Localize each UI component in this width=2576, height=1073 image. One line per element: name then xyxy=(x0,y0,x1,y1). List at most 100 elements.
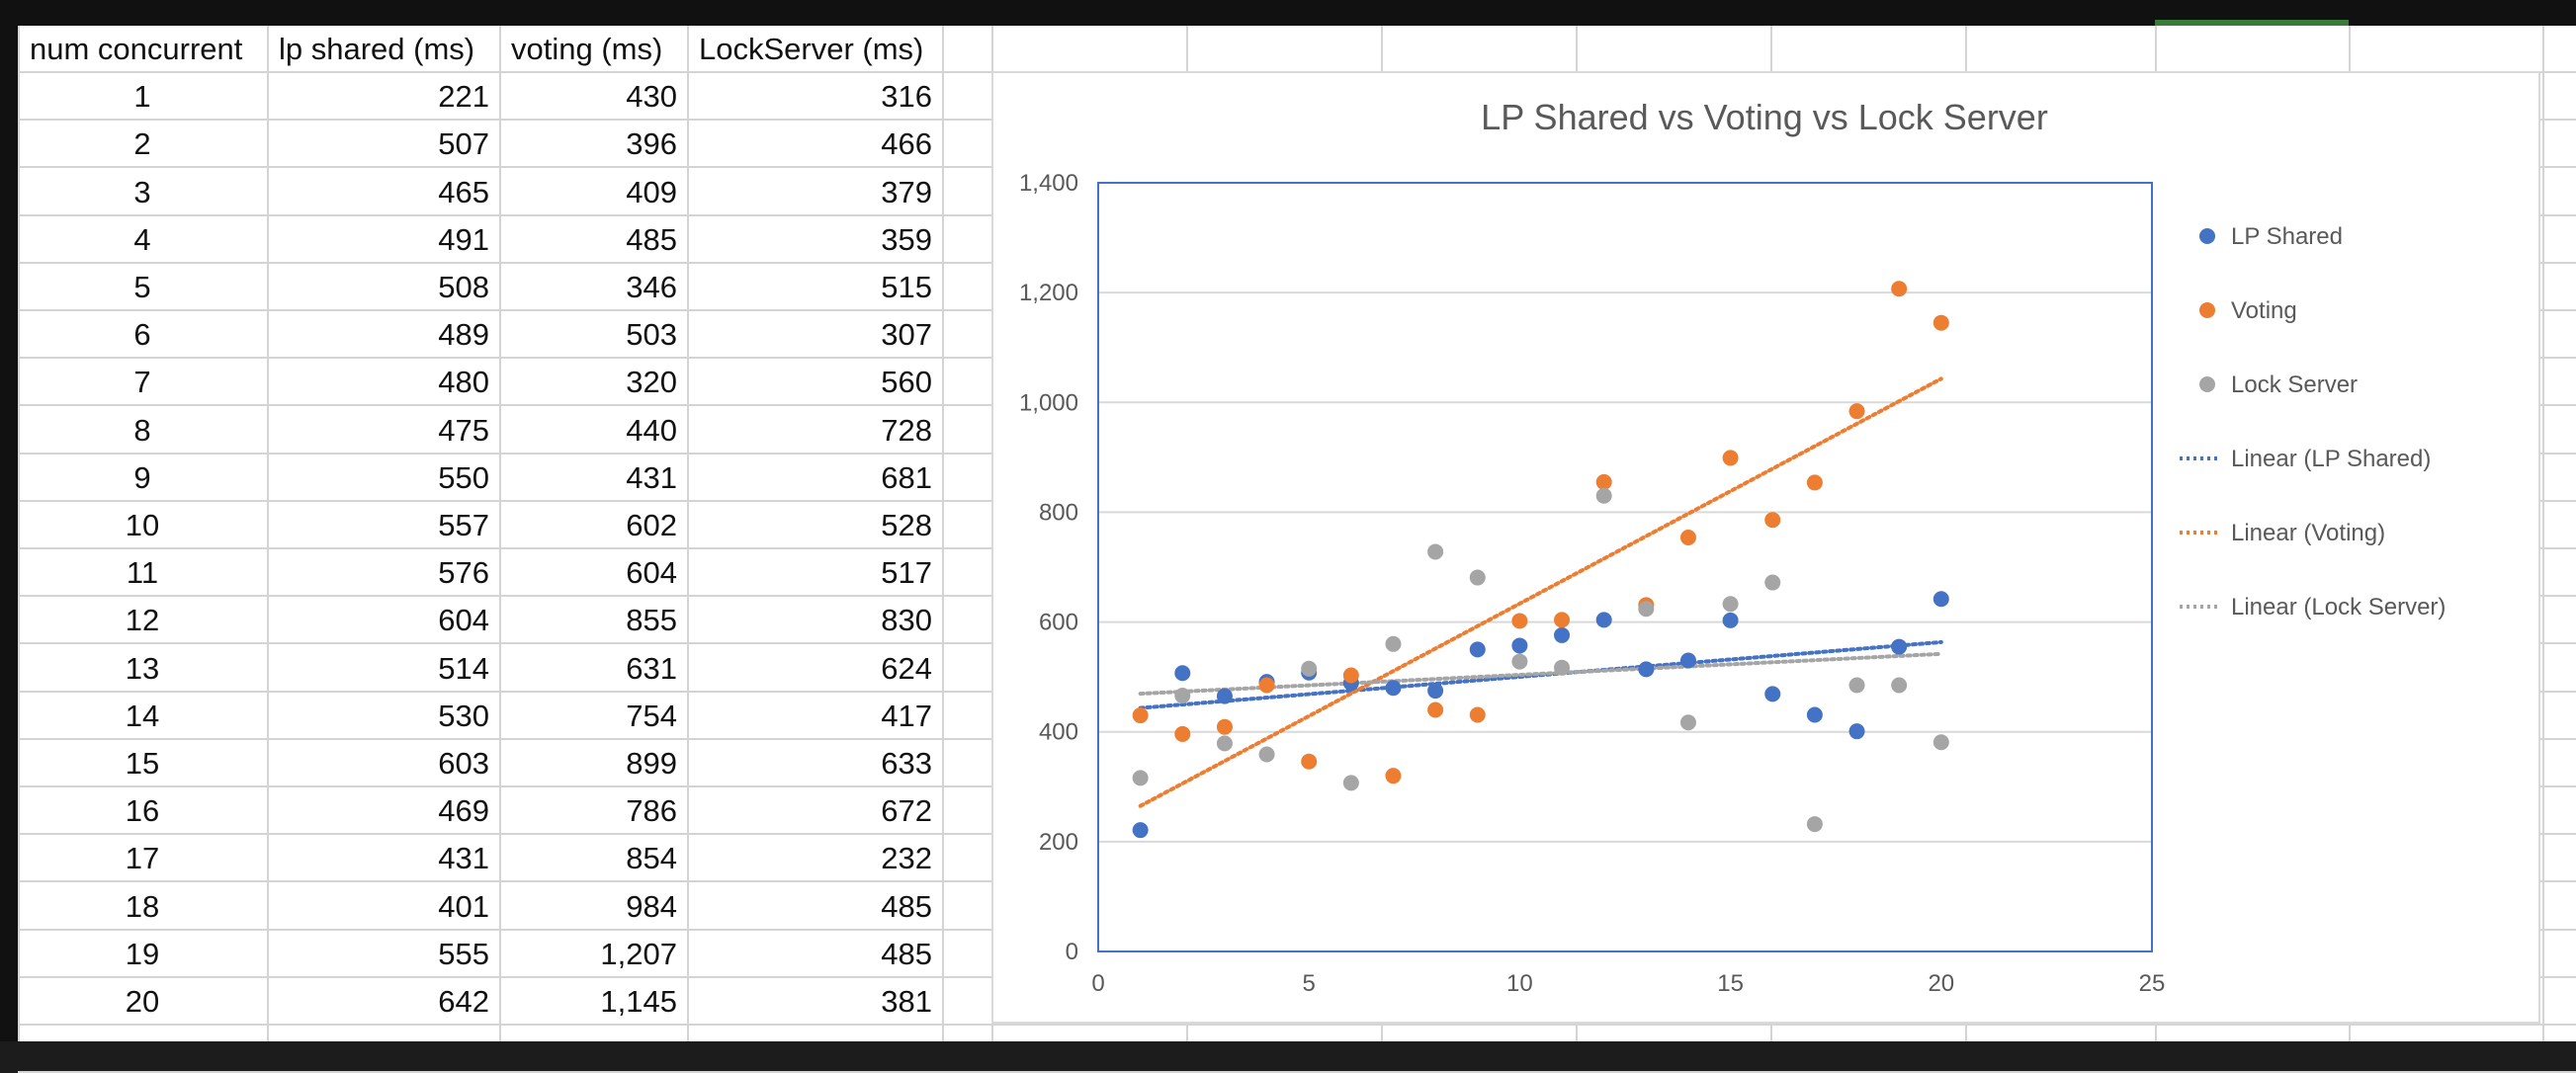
data-point-voting xyxy=(1301,753,1318,770)
table-cell[interactable]: 7 xyxy=(133,365,151,399)
table-cell[interactable]: 316 xyxy=(881,79,932,114)
header-cell[interactable]: num concurrent xyxy=(30,32,243,66)
table-cell[interactable]: 984 xyxy=(626,889,677,924)
table-cell[interactable]: 1,145 xyxy=(600,984,677,1019)
table-cell[interactable]: 19 xyxy=(125,937,160,971)
table-cell[interactable]: 489 xyxy=(438,317,489,352)
table-cell[interactable]: 1,207 xyxy=(600,937,677,971)
table-cell[interactable]: 603 xyxy=(438,746,489,781)
table-cell[interactable]: 221 xyxy=(438,79,489,114)
table-cell[interactable]: 12 xyxy=(125,603,160,637)
data-point-voting xyxy=(1427,702,1444,718)
table-cell[interactable]: 430 xyxy=(626,79,677,114)
table-cell[interactable]: 786 xyxy=(626,793,677,828)
data-point-lp-shared xyxy=(1511,637,1528,654)
table-cell[interactable]: 507 xyxy=(438,126,489,161)
table-cell[interactable]: 508 xyxy=(438,270,489,304)
table-cell[interactable]: 754 xyxy=(626,699,677,733)
table-cell[interactable]: 899 xyxy=(626,746,677,781)
table-cell[interactable]: 232 xyxy=(881,841,932,875)
data-point-lock-server xyxy=(1932,734,1949,751)
table-cell[interactable]: 480 xyxy=(438,365,489,399)
table-cell[interactable]: 9 xyxy=(133,460,151,495)
table-cell[interactable]: 307 xyxy=(881,317,932,352)
table-cell[interactable]: 491 xyxy=(438,222,489,257)
table-cell[interactable]: 728 xyxy=(881,413,932,448)
table-cell[interactable]: 642 xyxy=(438,984,489,1019)
table-cell[interactable]: 555 xyxy=(438,937,489,971)
column-divider xyxy=(267,26,269,1041)
table-cell[interactable]: 20 xyxy=(125,984,160,1019)
legend-label: Linear (LP Shared) xyxy=(2231,446,2431,472)
x-tick-label: 20 xyxy=(1928,970,1954,997)
column-header-bar[interactable] xyxy=(0,0,2576,26)
table-cell[interactable]: 10 xyxy=(125,508,160,542)
table-cell[interactable]: 16 xyxy=(125,793,160,828)
table-cell[interactable]: 431 xyxy=(626,460,677,495)
table-cell[interactable]: 381 xyxy=(881,984,932,1019)
table-cell[interactable]: 672 xyxy=(881,793,932,828)
table-cell[interactable]: 528 xyxy=(881,508,932,542)
table-cell[interactable]: 503 xyxy=(626,317,677,352)
y-tick-label: 800 xyxy=(1039,499,1078,526)
column-divider xyxy=(18,26,20,1041)
table-cell[interactable]: 15 xyxy=(125,746,160,781)
table-cell[interactable]: 475 xyxy=(438,413,489,448)
table-cell[interactable]: 320 xyxy=(626,365,677,399)
header-cell[interactable]: lp shared (ms) xyxy=(279,32,475,66)
table-cell[interactable]: 515 xyxy=(881,270,932,304)
row-header-bar[interactable] xyxy=(0,26,18,1041)
table-cell[interactable]: 18 xyxy=(125,889,160,924)
table-cell[interactable]: 6 xyxy=(133,317,151,352)
table-cell[interactable]: 3 xyxy=(133,175,151,209)
table-cell[interactable]: 485 xyxy=(626,222,677,257)
table-cell[interactable]: 2 xyxy=(133,126,151,161)
header-cell[interactable]: voting (ms) xyxy=(511,32,663,66)
table-cell[interactable]: 396 xyxy=(626,126,677,161)
header-cell[interactable]: LockServer (ms) xyxy=(699,32,924,66)
table-cell[interactable]: 401 xyxy=(438,889,489,924)
table-cell[interactable]: 604 xyxy=(438,603,489,637)
table-cell[interactable]: 854 xyxy=(626,841,677,875)
table-cell[interactable]: 530 xyxy=(438,699,489,733)
table-cell[interactable]: 440 xyxy=(626,413,677,448)
table-cell[interactable]: 11 xyxy=(126,555,159,590)
table-cell[interactable]: 681 xyxy=(881,460,932,495)
table-cell[interactable]: 14 xyxy=(125,699,160,733)
table-cell[interactable]: 431 xyxy=(438,841,489,875)
data-point-voting xyxy=(1764,512,1781,529)
table-cell[interactable]: 633 xyxy=(881,746,932,781)
table-cell[interactable]: 830 xyxy=(881,603,932,637)
table-cell[interactable]: 359 xyxy=(881,222,932,257)
table-cell[interactable]: 417 xyxy=(881,699,932,733)
table-cell[interactable]: 485 xyxy=(881,889,932,924)
table-cell[interactable]: 485 xyxy=(881,937,932,971)
table-cell[interactable]: 17 xyxy=(125,841,160,875)
table-cell[interactable]: 855 xyxy=(626,603,677,637)
y-tick-label: 0 xyxy=(1066,939,1078,965)
data-point-lp-shared xyxy=(1132,822,1149,839)
table-cell[interactable]: 514 xyxy=(438,651,489,686)
table-cell[interactable]: 550 xyxy=(438,460,489,495)
table-cell[interactable]: 517 xyxy=(881,555,932,590)
table-cell[interactable]: 465 xyxy=(438,175,489,209)
table-cell[interactable]: 602 xyxy=(626,508,677,542)
scatter-chart[interactable]: LP Shared vs Voting vs Lock Server 0 200 40… xyxy=(991,71,2540,1024)
table-cell[interactable]: 346 xyxy=(626,270,677,304)
table-cell[interactable]: 8 xyxy=(133,413,151,448)
table-cell[interactable]: 560 xyxy=(881,365,932,399)
table-cell[interactable]: 466 xyxy=(881,126,932,161)
table-cell[interactable]: 631 xyxy=(626,651,677,686)
table-cell[interactable]: 379 xyxy=(881,175,932,209)
data-point-lp-shared xyxy=(1764,686,1781,702)
table-cell[interactable]: 13 xyxy=(125,651,160,686)
table-cell[interactable]: 624 xyxy=(881,651,932,686)
table-cell[interactable]: 4 xyxy=(133,222,151,257)
table-cell[interactable]: 604 xyxy=(626,555,677,590)
table-cell[interactable]: 409 xyxy=(626,175,677,209)
table-cell[interactable]: 1 xyxy=(133,79,151,114)
table-cell[interactable]: 469 xyxy=(438,793,489,828)
table-cell[interactable]: 557 xyxy=(438,508,489,542)
table-cell[interactable]: 576 xyxy=(438,555,489,590)
table-cell[interactable]: 5 xyxy=(133,270,151,304)
